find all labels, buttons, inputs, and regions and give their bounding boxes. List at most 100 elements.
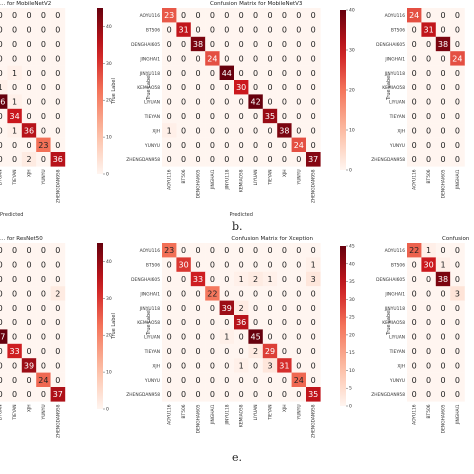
cell-value-label: 0	[282, 98, 287, 107]
heatmap-cell	[205, 36, 220, 52]
heatmap-cell	[450, 80, 465, 95]
heatmap-cell	[450, 271, 465, 287]
heatmap-cell	[50, 152, 66, 167]
cell-value-label: 0	[455, 246, 460, 255]
cell-value-label: 0	[426, 347, 431, 356]
cell-value-label: 0	[41, 347, 46, 356]
cell-value-label: 0	[55, 54, 60, 63]
heatmap-cell	[262, 286, 278, 301]
cell-value-label: 3	[311, 275, 316, 284]
x-tick-label: TIEYAN	[12, 404, 18, 420]
heatmap-cell	[262, 387, 278, 402]
heatmap-cell	[21, 315, 37, 330]
cell-value-label: 0	[455, 275, 460, 284]
cell-value-label: 2	[253, 347, 258, 356]
cell-value-label: 0	[181, 112, 186, 121]
cell-value-label: 1	[426, 246, 431, 255]
colorbar-tick-label: 20	[349, 88, 355, 94]
colorbar-tick-label: 25	[349, 315, 355, 321]
cell-value-label: 0	[55, 98, 60, 107]
heatmap-cell	[50, 108, 66, 124]
cell-value-label: 31	[279, 361, 289, 370]
cell-value-label: 0	[311, 98, 316, 107]
cell-value-label: 0	[440, 98, 445, 107]
heatmap-cell	[0, 51, 8, 66]
cell-value-label: 0	[55, 141, 60, 150]
colorbar-tick-label: 40	[349, 261, 355, 267]
heatmap-cell	[7, 372, 23, 388]
heatmap-cell	[407, 51, 422, 66]
cell-value-label: 0	[412, 69, 417, 78]
heatmap-cell	[262, 80, 278, 95]
heatmap-cell	[162, 36, 177, 52]
heatmap-cell	[450, 65, 465, 81]
cell-value-label: 30	[179, 261, 189, 270]
heatmap-cell	[248, 137, 263, 153]
heatmap-cell	[234, 152, 249, 167]
heatmap-cell	[435, 51, 451, 66]
cell-value-label: 0	[55, 26, 60, 35]
heatmap-cell	[277, 372, 292, 388]
heatmap-cell	[205, 387, 220, 402]
panel-title: ... for MobileNetV2	[0, 1, 51, 7]
cell-value-label: 0	[195, 347, 200, 356]
cell-value-label: 0	[26, 390, 31, 399]
heatmap-cell	[36, 80, 51, 95]
heatmap-cell	[205, 22, 220, 37]
heatmap-cell	[421, 22, 436, 37]
heatmap-cell	[291, 243, 307, 258]
colorbar	[340, 10, 346, 170]
cell-value-label: 0	[55, 304, 60, 313]
cell-value-label: 0	[167, 98, 172, 107]
cell-value-label: 0	[455, 390, 460, 399]
heatmap-cell	[7, 343, 23, 359]
cell-value-label: 0	[167, 54, 172, 63]
cell-value-label: 0	[55, 69, 60, 78]
heatmap-cell	[291, 36, 307, 52]
cell-value-label: 0	[296, 347, 301, 356]
heatmap-cell	[50, 329, 66, 344]
heatmap-cell	[190, 51, 206, 66]
y-tick-label: DENGHAI605	[131, 277, 160, 283]
heatmap-cell	[277, 387, 292, 402]
heatmap-cell	[7, 329, 23, 344]
heatmap-cell	[248, 51, 263, 66]
cell-value-label: 46	[0, 98, 5, 107]
cell-value-label: 33	[10, 347, 20, 356]
cell-value-label: 0	[181, 333, 186, 342]
cell-value-label: 0	[412, 98, 417, 107]
heatmap-cell	[262, 123, 278, 138]
cell-value-label: 0	[41, 40, 46, 49]
cell-value-label: 0	[224, 11, 229, 20]
cell-value-label: 0	[41, 98, 46, 107]
heatmap-cell	[0, 358, 8, 373]
heatmap-cell	[36, 94, 51, 109]
y-tick-label: AOYU116	[140, 13, 161, 19]
cell-value-label: 0	[12, 289, 17, 298]
cell-value-label: 0	[0, 11, 3, 20]
heatmap-cell	[36, 286, 51, 301]
heatmap-cell	[36, 65, 51, 81]
cell-value-label: 0	[224, 155, 229, 164]
heatmap-cell	[36, 243, 51, 258]
cell-value-label: 0	[181, 246, 186, 255]
cell-value-label: 0	[253, 40, 258, 49]
heatmap-cell	[36, 387, 51, 402]
cell-value-label: 0	[455, 141, 460, 150]
heatmap-cell	[234, 372, 249, 388]
cell-value-label: 44	[222, 69, 232, 78]
heatmap-cell	[450, 94, 465, 109]
cell-value-label: 0	[12, 304, 17, 313]
cell-value-label: 0	[239, 112, 244, 121]
heatmap-cell	[277, 152, 292, 167]
heatmap-cell	[277, 22, 292, 37]
y-axis-label: True Label	[146, 309, 152, 336]
heatmap-cell	[176, 329, 191, 344]
cell-value-label: 2	[253, 275, 258, 284]
colorbar-tick-label: 30	[106, 61, 112, 67]
cell-value-label: 0	[455, 26, 460, 35]
cell-value-label: 0	[167, 112, 172, 121]
cell-value-label: 0	[282, 155, 287, 164]
cell-value-label: 35	[308, 390, 318, 399]
cell-value-label: 0	[412, 333, 417, 342]
